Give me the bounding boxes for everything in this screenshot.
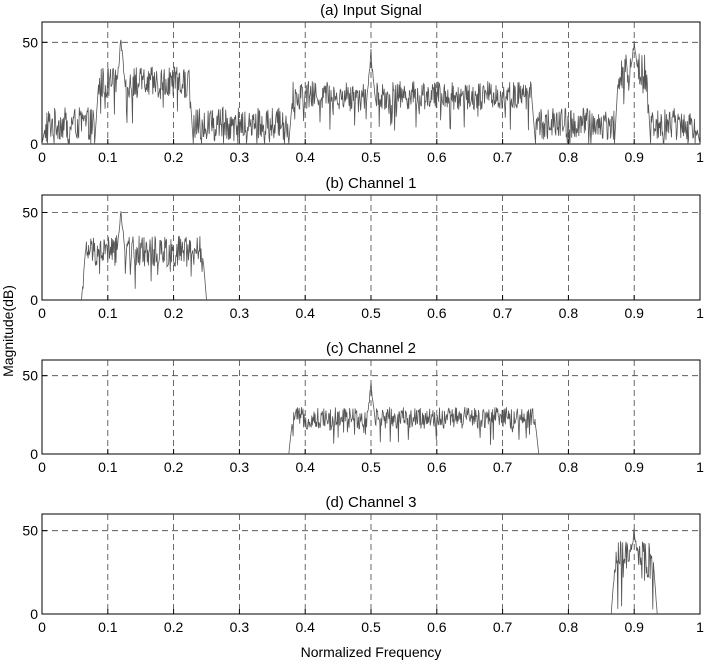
x-tick-label: 0.3 <box>230 149 250 165</box>
x-tick-label: 0.9 <box>624 619 644 635</box>
x-tick-label: 0.9 <box>624 149 644 165</box>
x-tick-label: 0.9 <box>624 459 644 475</box>
y-axis-label: Magnitude(dB) <box>0 285 16 377</box>
x-tick-label: 0.1 <box>98 459 118 475</box>
y-tick-label: 0 <box>30 446 38 462</box>
x-tick-label: 0 <box>38 619 46 635</box>
x-tick-label: 0.9 <box>624 305 644 321</box>
y-tick-label: 0 <box>30 292 38 308</box>
x-tick-label: 1 <box>696 149 704 165</box>
spectrum-line <box>41 39 701 145</box>
x-tick-label: 0.5 <box>361 459 381 475</box>
spectrum-line <box>288 381 540 455</box>
x-tick-label: 0.8 <box>559 305 579 321</box>
x-tick-label: 0.6 <box>427 459 447 475</box>
x-tick-label: 0.5 <box>361 305 381 321</box>
x-tick-label: 0 <box>38 149 46 165</box>
x-tick-label: 0 <box>38 459 46 475</box>
x-tick-label: 0.5 <box>361 149 381 165</box>
x-tick-label: 0.2 <box>164 305 184 321</box>
x-tick-label: 0.3 <box>230 305 250 321</box>
x-tick-label: 1 <box>696 459 704 475</box>
x-tick-label: 0 <box>38 305 46 321</box>
y-tick-label: 0 <box>30 606 38 622</box>
x-tick-label: 0.8 <box>559 619 579 635</box>
panel-title: (c) Channel 2 <box>326 340 416 357</box>
x-tick-label: 0.2 <box>164 459 184 475</box>
panel-title: (b) Channel 1 <box>326 175 417 192</box>
x-tick-label: 0.8 <box>559 459 579 475</box>
x-tick-label: 0.6 <box>427 305 447 321</box>
panel-title: (d) Channel 3 <box>326 494 417 511</box>
spectrum-line <box>610 528 658 615</box>
panel-1: (a) Input Signal 0 0.1 0.2 0.3 0.4 0.5 0.6 0.7 0.… <box>22 2 704 165</box>
x-tick-label: 0.7 <box>493 305 513 321</box>
x-tick-label: 0.6 <box>427 149 447 165</box>
x-tick-label: 0.6 <box>427 619 447 635</box>
x-tick-label: 0.4 <box>295 305 315 321</box>
y-tick-label: 50 <box>22 523 38 539</box>
x-tick-label: 0.2 <box>164 149 184 165</box>
x-tick-label: 1 <box>696 619 704 635</box>
x-tick-label: 0.7 <box>493 619 513 635</box>
x-tick-label: 0.1 <box>98 149 118 165</box>
x-tick-label: 0.3 <box>230 619 250 635</box>
x-tick-label: 0.8 <box>559 149 579 165</box>
spectrum-line <box>81 211 207 301</box>
panel-2: (b) Channel 1 0 0.1 0.2 0.3 0.4 0.5 0.6 0.7 0.8 0.… <box>22 175 704 321</box>
x-tick-label: 0.1 <box>98 305 118 321</box>
x-tick-label: 0.1 <box>98 619 118 635</box>
panel-title: (a) Input Signal <box>320 2 422 19</box>
x-tick-label: 0.3 <box>230 459 250 475</box>
panel-4: (d) Channel 3 0 0.1 0.2 0.3 0.4 0.5 0.6 0.7 0.8 0.… <box>22 494 704 635</box>
x-tick-label: 0.7 <box>493 459 513 475</box>
x-tick-label: 0.4 <box>295 459 315 475</box>
panel-3: (c) Channel 2 0 0.1 0.2 0.3 0.4 0.5 0.6 0.7 0.8 0.… <box>22 340 704 475</box>
y-tick-label: 0 <box>30 136 38 152</box>
y-tick-label: 50 <box>22 34 38 50</box>
x-tick-label: 0.5 <box>361 619 381 635</box>
x-tick-label: 0.4 <box>295 149 315 165</box>
x-axis-label: Normalized Frequency <box>301 644 442 660</box>
x-tick-label: 0.2 <box>164 619 184 635</box>
y-tick-label: 50 <box>22 205 38 221</box>
x-tick-label: 0.4 <box>295 619 315 635</box>
y-tick-label: 50 <box>22 368 38 384</box>
x-tick-label: 1 <box>696 305 704 321</box>
x-tick-label: 0.7 <box>493 149 513 165</box>
